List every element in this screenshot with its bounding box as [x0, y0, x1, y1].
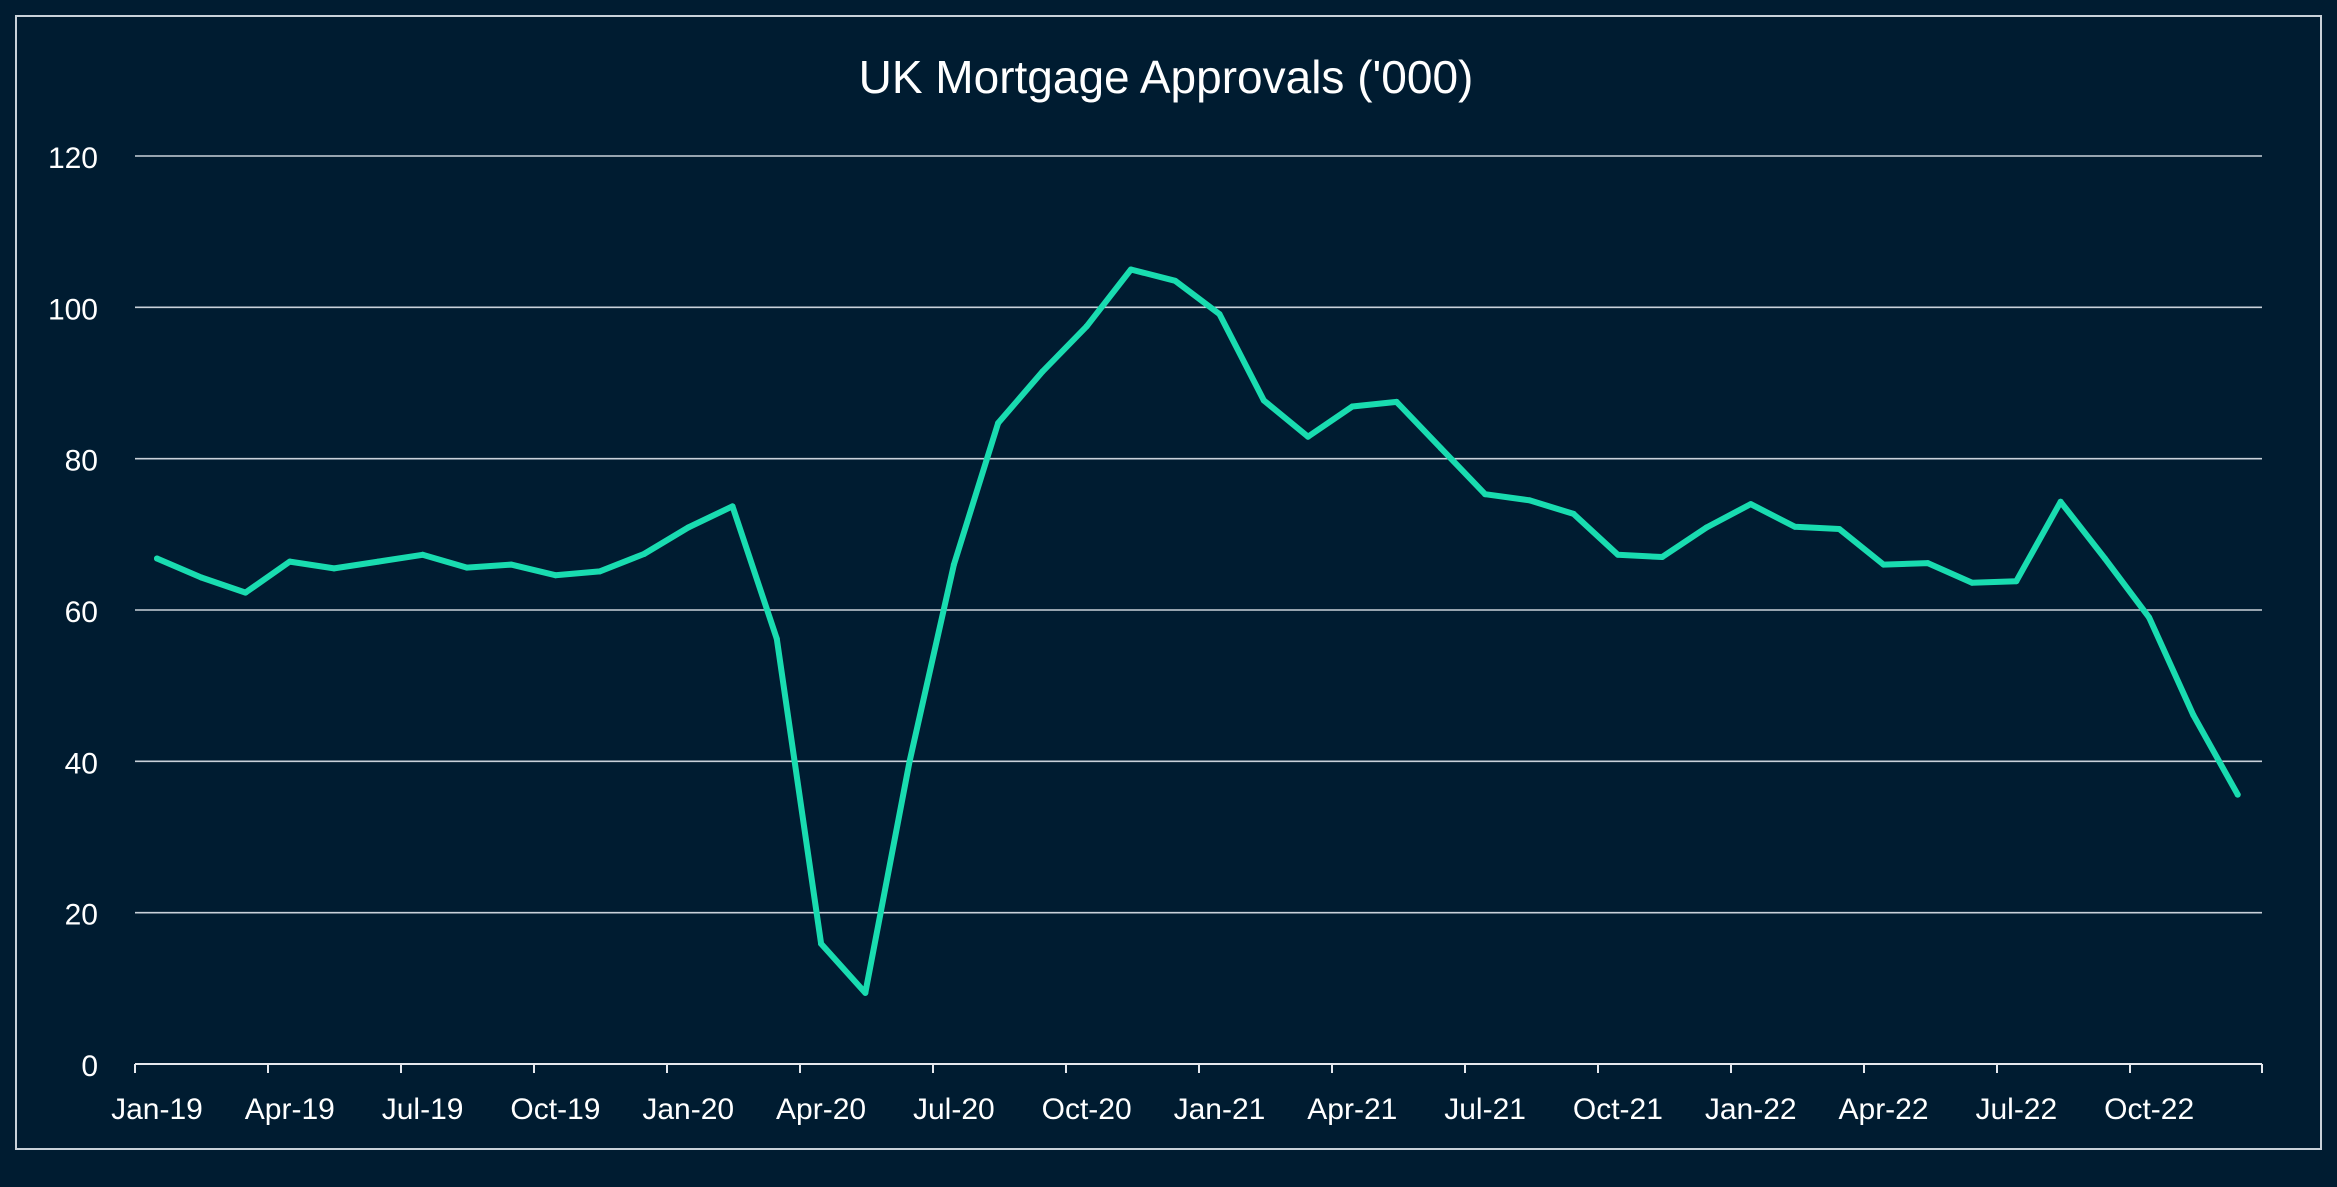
x-tick-label: Jan-22: [1705, 1093, 1797, 1126]
x-tick-label: Jan-21: [1174, 1093, 1266, 1126]
data-point: [1437, 445, 1444, 452]
gridlines: [135, 155, 2262, 914]
data-point: [1216, 311, 1223, 318]
x-tick-label: Apr-20: [776, 1093, 866, 1126]
data-point: [1570, 510, 1577, 517]
data-point: [2146, 614, 2153, 621]
x-tick-label: Jan-19: [111, 1093, 203, 1126]
data-point: [1880, 561, 1887, 568]
data-point: [1083, 323, 1090, 330]
data-point: [198, 574, 205, 581]
data-point: [286, 558, 293, 565]
data-point: [1172, 277, 1179, 284]
data-point: [1260, 397, 1267, 404]
chart-title: UK Mortgage Approvals ('000): [859, 51, 1474, 103]
data-point: [1349, 403, 1356, 410]
x-axis: [134, 1063, 2263, 1073]
y-tick-label: 120: [48, 142, 98, 175]
x-tick-label: Oct-21: [1573, 1093, 1663, 1126]
x-tick-label: Apr-21: [1307, 1093, 1397, 1126]
data-point: [552, 572, 559, 579]
data-point: [1039, 368, 1046, 375]
data-point: [1969, 579, 1976, 586]
y-axis-tick-labels: 0 20 40 60 80 100 120: [48, 142, 98, 1083]
data-point: [1393, 398, 1400, 405]
y-tick-label: 0: [81, 1050, 98, 1083]
x-tick-label: Jul-21: [1444, 1093, 1526, 1126]
data-point: [950, 561, 957, 568]
data-point: [640, 551, 647, 558]
data-point: [862, 989, 869, 996]
y-tick-label: 40: [65, 747, 98, 780]
x-tick-label: Jul-20: [913, 1093, 995, 1126]
data-point: [906, 758, 913, 765]
x-axis-tick-labels: Jan-19 Apr-19 Jul-19 Oct-19 Jan-20 Apr-20 Jul-…: [111, 1093, 2194, 1126]
data-point: [154, 555, 160, 562]
data-point: [331, 565, 338, 572]
data-point: [1659, 554, 1666, 561]
data-point: [1836, 526, 1843, 533]
data-point: [1703, 524, 1710, 531]
data-point: [463, 564, 470, 571]
series-group: [154, 266, 2241, 996]
data-point: [818, 940, 825, 947]
data-point: [685, 524, 692, 531]
data-point: [1127, 266, 1134, 273]
series-line: [154, 266, 2241, 996]
data-point: [1747, 501, 1754, 508]
data-point: [596, 568, 603, 575]
chart-border: [15, 15, 2322, 1150]
y-tick-label: 60: [65, 596, 98, 629]
data-point: [2190, 712, 2197, 719]
data-point: [1305, 433, 1312, 440]
data-point: [1614, 551, 1621, 558]
y-tick-label: 80: [65, 445, 98, 478]
data-point: [2101, 555, 2108, 562]
data-point: [729, 503, 736, 510]
data-point: [2234, 791, 2241, 798]
data-point: [242, 589, 249, 596]
data-point: [508, 561, 515, 568]
x-tick-label: Jan-20: [642, 1093, 734, 1126]
x-tick-label: Jul-19: [382, 1093, 464, 1126]
data-point: [1791, 523, 1798, 530]
data-point: [1526, 497, 1533, 504]
data-point: [773, 635, 780, 642]
x-tick-label: Oct-20: [1042, 1093, 1132, 1126]
data-point: [2013, 578, 2020, 585]
x-tick-label: Apr-22: [1839, 1093, 1929, 1126]
data-point: [419, 551, 426, 558]
x-tick-label: Apr-19: [245, 1093, 335, 1126]
x-tick-label: Oct-22: [2104, 1093, 2194, 1126]
data-point: [2057, 498, 2064, 505]
x-tick-label: Jul-22: [1975, 1093, 2057, 1126]
x-tick-label: Oct-19: [510, 1093, 600, 1126]
data-point: [995, 420, 1002, 427]
data-point: [375, 558, 382, 565]
data-point: [1482, 491, 1489, 498]
data-point: [1924, 560, 1931, 567]
y-tick-label: 100: [48, 293, 98, 326]
y-tick-label: 20: [65, 899, 98, 932]
